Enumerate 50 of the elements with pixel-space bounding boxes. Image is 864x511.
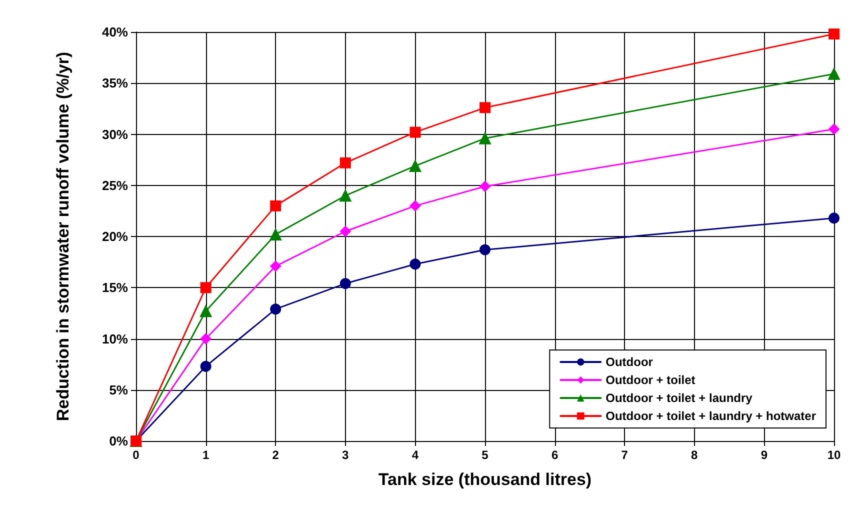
y-tick-label: 5% <box>109 382 128 398</box>
point <box>480 244 490 256</box>
point <box>340 226 351 237</box>
x-tick-label: 2 <box>272 448 280 462</box>
point <box>270 228 282 240</box>
point <box>410 258 421 270</box>
point <box>480 180 490 192</box>
x-tick-label: 3 <box>342 448 350 462</box>
legend-label: Outdoor <box>606 355 654 369</box>
y-tick-label: 30% <box>102 126 128 142</box>
x-tick-label: 6 <box>551 448 558 462</box>
point <box>479 132 491 144</box>
x-tick-label: 4 <box>412 448 419 462</box>
y-tick-label: 15% <box>102 280 128 296</box>
y-axis-title: Reduction in stormwater runoff volume (%/yr) <box>54 52 72 422</box>
point <box>200 305 212 318</box>
x-tick-label: 9 <box>760 448 768 462</box>
point <box>270 260 282 272</box>
point <box>828 124 840 135</box>
x-tick-label: 7 <box>621 448 628 462</box>
point <box>270 200 282 212</box>
y-tick-label: 35% <box>102 76 128 91</box>
y-tick-label: 10% <box>102 331 128 346</box>
point <box>828 28 840 40</box>
point <box>340 278 351 290</box>
x-tick-label: 5 <box>482 448 489 462</box>
x-tick-label: 10 <box>827 448 841 462</box>
x-tick-label: 8 <box>691 448 698 462</box>
point <box>200 360 212 372</box>
point <box>410 126 421 138</box>
legend-label: Outdoor + toilet + laundry <box>606 391 753 405</box>
point <box>339 190 352 202</box>
point <box>828 68 840 80</box>
y-tick-label: 25% <box>102 178 128 193</box>
x-tick-label: 0 <box>132 448 140 462</box>
point <box>270 304 282 315</box>
point <box>480 102 490 114</box>
point <box>409 160 422 172</box>
point <box>410 200 421 212</box>
point <box>340 157 351 168</box>
legend-label: Outdoor + toilet + laundry + hotwater <box>606 409 816 423</box>
point <box>200 333 212 344</box>
x-axis-title: Tank size (thousand litres) <box>378 470 592 489</box>
point <box>828 212 840 224</box>
point <box>200 282 212 294</box>
legend-label: Outdoor + toilet <box>606 373 696 387</box>
y-tick-label: 40% <box>102 24 128 40</box>
y-tick-label: 0% <box>109 434 128 448</box>
x-tick-label: 1 <box>202 448 210 462</box>
y-tick-label: 20% <box>102 229 128 244</box>
